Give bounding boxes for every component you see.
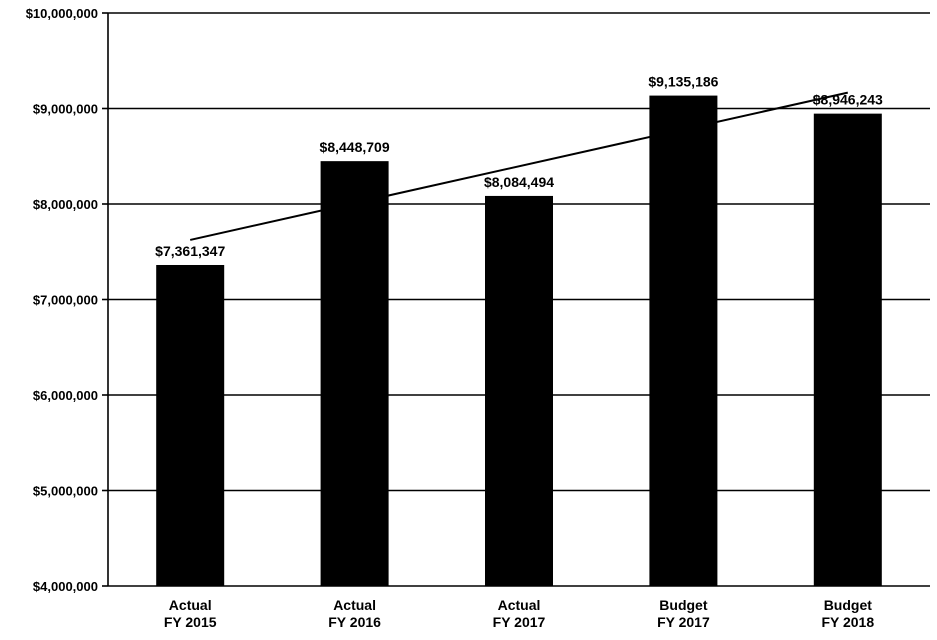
x-axis-category-label: FY 2016 — [328, 614, 381, 630]
bars — [156, 95, 882, 587]
y-axis-tick-label: $10,000,000 — [26, 6, 98, 21]
bar — [813, 113, 882, 587]
y-axis-tick-label: $8,000,000 — [33, 197, 98, 212]
x-axis-category-label: FY 2017 — [657, 614, 710, 630]
x-axis-category-label: Budget — [659, 597, 708, 613]
x-axis-category-label: Budget — [824, 597, 873, 613]
data-label: $9,135,186 — [648, 74, 718, 90]
data-label: $8,084,494 — [484, 174, 554, 190]
y-axis-tick-label: $6,000,000 — [33, 388, 98, 403]
axes — [102, 12, 109, 587]
y-axis-tick-label: $7,000,000 — [33, 293, 98, 308]
y-axis-tick-label: $4,000,000 — [33, 579, 98, 594]
y-axis-tick-label: $9,000,000 — [33, 102, 98, 117]
x-axis-category-label: FY 2018 — [821, 614, 874, 630]
bar — [649, 95, 718, 587]
bar — [485, 195, 553, 586]
data-labels: $7,361,347 $8,448,709 $8,084,494 $9,135,186… — [155, 74, 883, 259]
x-axis-category-label: FY 2017 — [493, 614, 546, 630]
bar — [320, 161, 389, 586]
y-axis-tick-labels: $4,000,000 $5,000,000 $6,000,000 $7,000,000… — [26, 6, 98, 594]
x-axis-category-label: Actual — [498, 597, 541, 613]
x-axis-category-label: Actual — [169, 597, 212, 613]
y-axis-tick-label: $5,000,000 — [33, 484, 98, 499]
data-label: $8,946,243 — [813, 92, 883, 108]
x-axis-category-label: Actual — [333, 597, 376, 613]
trendline-group — [189, 91, 849, 241]
bar — [156, 264, 225, 586]
trendline — [189, 91, 849, 241]
data-label: $8,448,709 — [320, 139, 390, 155]
data-label: $7,361,347 — [155, 243, 225, 259]
x-axis-category-label: FY 2015 — [164, 614, 217, 630]
